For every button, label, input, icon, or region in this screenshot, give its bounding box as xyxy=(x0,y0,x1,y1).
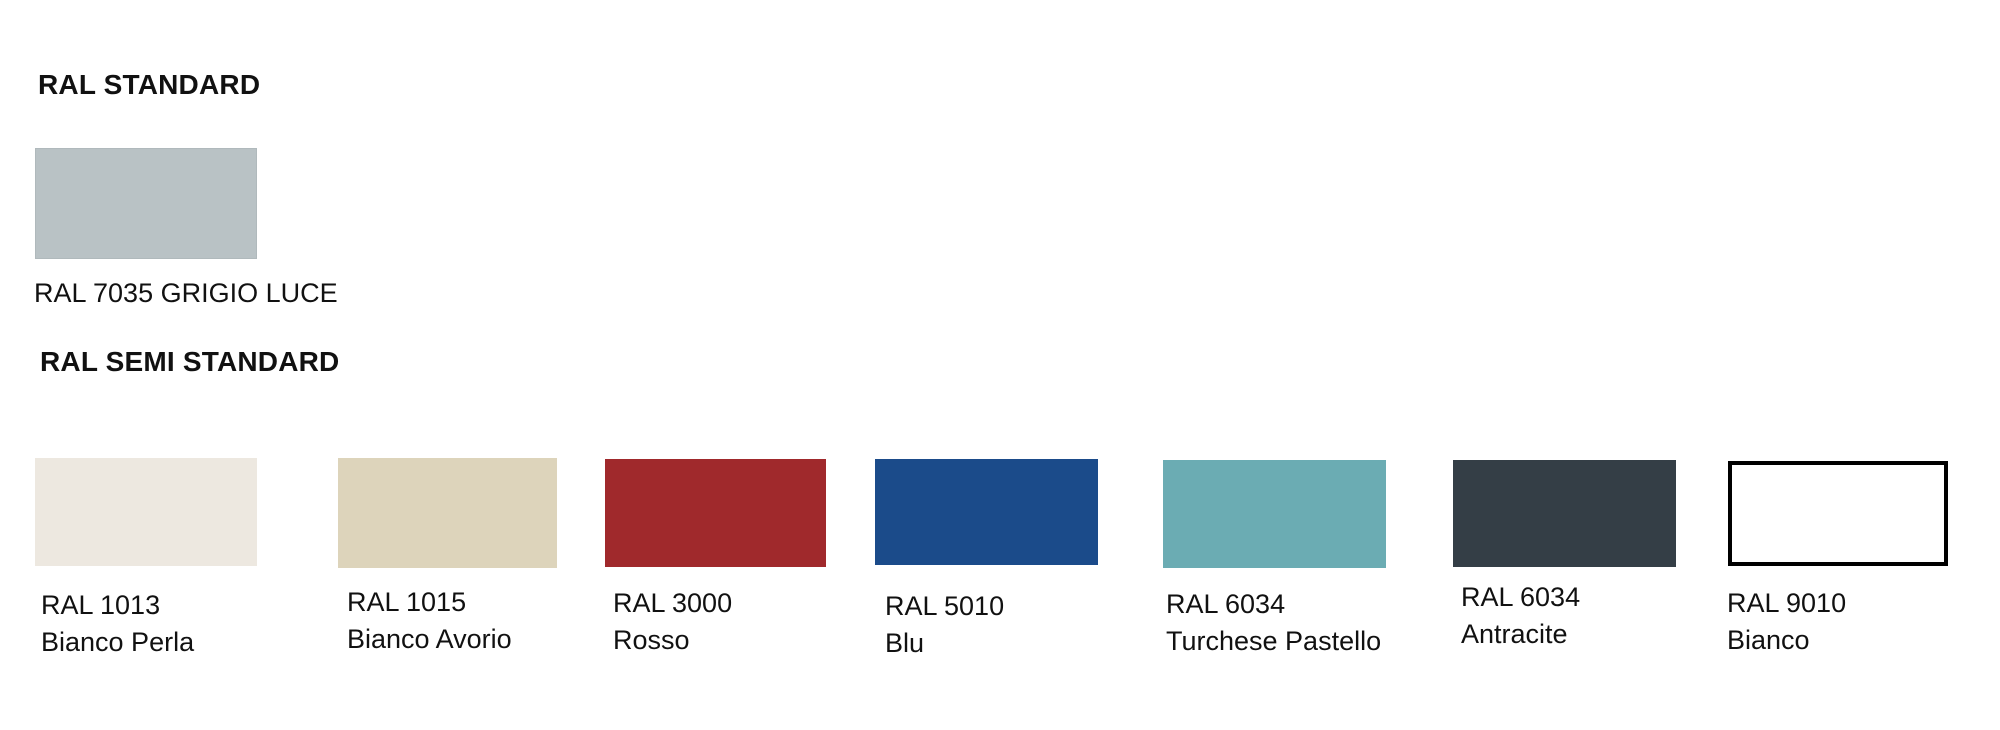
color-code: RAL 1015 xyxy=(347,587,467,617)
color-label-ral-6034-antracite: RAL 6034 Antracite xyxy=(1461,579,1580,653)
color-name: Bianco Avorio xyxy=(347,624,512,654)
section-title-ral-semi-standard: RAL SEMI STANDARD xyxy=(40,346,340,377)
color-swatch-ral-3000 xyxy=(605,459,826,567)
color-label-ral-1015: RAL 1015 Bianco Avorio xyxy=(347,584,512,658)
color-code: RAL 6034 xyxy=(1166,589,1286,619)
color-swatch-ral-9010 xyxy=(1728,461,1948,566)
color-swatch-ral-5010 xyxy=(875,459,1098,565)
color-swatch-ral-6034-turchese xyxy=(1163,460,1386,568)
color-label-ral-7035: RAL 7035 GRIGIO LUCE xyxy=(34,278,338,308)
color-name: Bianco xyxy=(1727,625,1810,655)
color-name: Bianco Perla xyxy=(41,627,195,657)
color-label-ral-9010: RAL 9010 Bianco xyxy=(1727,585,1846,659)
color-name: Antracite xyxy=(1461,619,1568,649)
color-label-ral-3000: RAL 3000 Rosso xyxy=(613,585,732,659)
color-swatch-ral-6034-antracite xyxy=(1453,460,1676,567)
section-title-ral-standard: RAL STANDARD xyxy=(38,69,261,100)
color-label-ral-6034-turchese: RAL 6034 Turchese Pastello xyxy=(1166,586,1381,660)
color-label-ral-5010: RAL 5010 Blu xyxy=(885,588,1004,662)
color-name: Blu xyxy=(885,628,925,658)
color-name: Turchese Pastello xyxy=(1166,626,1382,656)
color-code: RAL 6034 xyxy=(1461,582,1581,612)
color-name: Rosso xyxy=(613,625,690,655)
color-label-ral-1013: RAL 1013 Bianco Perla xyxy=(41,587,194,661)
color-code: RAL 1013 xyxy=(41,590,161,620)
color-swatch-ral-1013 xyxy=(35,458,257,566)
color-swatch-ral-7035 xyxy=(35,148,257,259)
color-code: RAL 3000 xyxy=(613,588,733,618)
color-code: RAL 5010 xyxy=(885,591,1005,621)
color-swatch-ral-1015 xyxy=(338,458,557,568)
color-code: RAL 9010 xyxy=(1727,588,1847,618)
